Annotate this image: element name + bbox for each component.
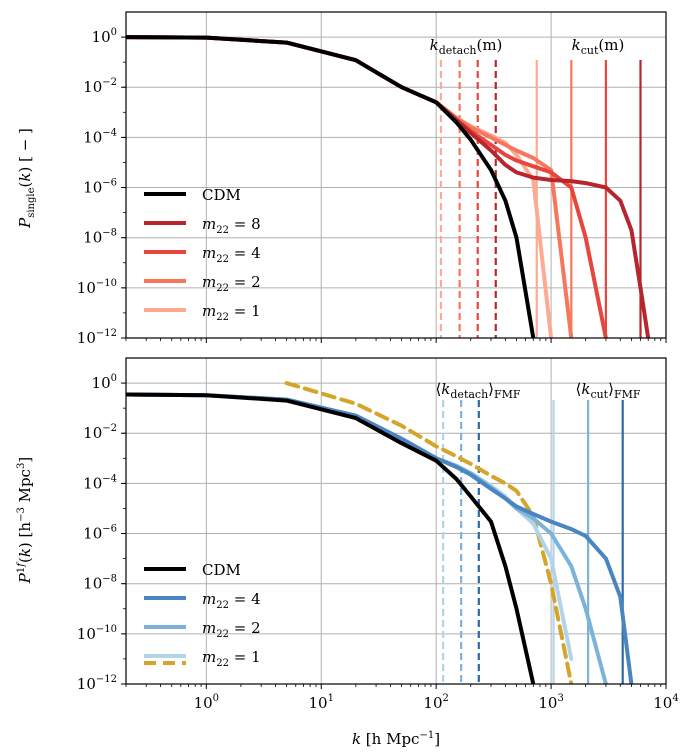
legend-label: m22 = 1 bbox=[202, 302, 261, 323]
marker-lines bbox=[439, 60, 642, 338]
y-tick-label: 10−12 bbox=[77, 328, 117, 347]
y-tick-label: 10−2 bbox=[83, 423, 117, 442]
bottom-ylabel: P1f(k) [h−3 Mpc3] bbox=[16, 457, 34, 584]
legend-label: m22 = 2 bbox=[202, 273, 261, 294]
top-panel: 100 10−2 10−4 10−6 10−8 10−10 10−12 CDM m22 = 8 m… bbox=[77, 11, 667, 347]
top-ylabel: Psingle(k) [ − ] bbox=[16, 128, 37, 229]
bottom-panel: 100 10−2 10−4 10−6 10−8 10−10 10−12 100 101 102 10… bbox=[77, 357, 679, 712]
series bbox=[126, 35, 651, 338]
marker-lines bbox=[442, 400, 624, 684]
y-tick-label: 100 bbox=[92, 27, 117, 46]
grid bbox=[126, 12, 666, 338]
series-line bbox=[126, 392, 608, 684]
legend-label: m22 = 8 bbox=[202, 215, 261, 236]
y-tick-label: 10−6 bbox=[83, 524, 117, 543]
grid bbox=[126, 358, 666, 684]
y-tick-label: 10−8 bbox=[83, 574, 117, 593]
series bbox=[126, 381, 634, 684]
y-tick-label: 100 bbox=[92, 373, 117, 392]
x-tick-label: 100 bbox=[194, 693, 219, 712]
annotation-k-cut-fmf: ⟨kcut⟩FMF bbox=[575, 380, 640, 401]
x-axis-label: k [h Mpc−1] bbox=[352, 730, 440, 748]
legend: CDM m22 = 8 m22 = 4 m22 = 2 m22 = 1 bbox=[144, 186, 261, 323]
series-line bbox=[126, 392, 634, 684]
series-line bbox=[126, 35, 536, 338]
y-tick-label: 10−8 bbox=[83, 228, 117, 247]
y-tick-label: 10−10 bbox=[77, 624, 117, 643]
legend-label: CDM bbox=[202, 186, 241, 204]
plot-frame bbox=[125, 357, 667, 685]
y-tick-label: 10−2 bbox=[83, 77, 117, 96]
x-tick-label: 102 bbox=[423, 693, 448, 712]
y-tick-label: 10−4 bbox=[83, 473, 117, 492]
annotation-k-detach-fmf: ⟨kdetach⟩FMF bbox=[435, 380, 520, 401]
annotation-k-cut: kcut(m) bbox=[572, 36, 625, 57]
legend-label: m22 = 4 bbox=[202, 590, 261, 611]
y-tick-label: 10−4 bbox=[83, 127, 117, 146]
legend: CDM m22 = 4 m22 = 2 m22 = 1 bbox=[144, 561, 261, 669]
y-tick-label: 10−10 bbox=[77, 278, 117, 297]
x-tick-label: 104 bbox=[653, 693, 678, 712]
x-tick-label: 101 bbox=[309, 693, 334, 712]
legend-label: m22 = 2 bbox=[202, 619, 261, 640]
legend-label: m22 = 1 bbox=[202, 648, 261, 669]
series-line bbox=[126, 392, 536, 684]
series-line bbox=[126, 392, 574, 661]
plot-frame bbox=[125, 11, 667, 339]
legend-label: m22 = 4 bbox=[202, 244, 261, 265]
x-tick-label: 103 bbox=[538, 693, 563, 712]
y-tick-label: 10−6 bbox=[83, 178, 117, 197]
y-tick-label: 10−12 bbox=[77, 674, 117, 693]
legend-label: CDM bbox=[202, 561, 241, 579]
annotation-k-detach: kdetach(m) bbox=[430, 36, 503, 57]
